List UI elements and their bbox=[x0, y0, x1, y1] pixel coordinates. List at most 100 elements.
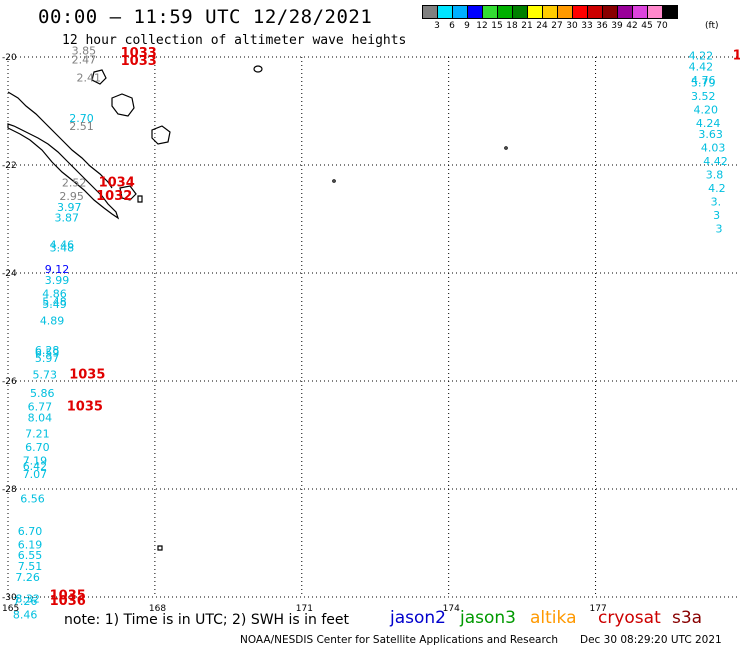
wave-height-value: 7.07 bbox=[23, 468, 48, 481]
colorbar-unit: (ft) bbox=[705, 21, 719, 31]
wave-height-value: 3.8 bbox=[706, 169, 724, 182]
colorbar-label: 42 bbox=[626, 21, 638, 31]
legend-s3a: s3a bbox=[672, 608, 703, 628]
longitude-label: 171 bbox=[296, 604, 313, 614]
wave-height-value: 4.24 bbox=[696, 117, 721, 130]
latitude-label: -24 bbox=[2, 269, 17, 279]
island-north bbox=[91, 69, 107, 85]
pressure-value: 1032 bbox=[96, 189, 132, 204]
legend-cryosat: cryosat bbox=[598, 608, 661, 628]
wave-height-value: 6.77 bbox=[28, 401, 52, 414]
pressure-value: 1036 bbox=[50, 594, 86, 609]
wave-height-value: 3.63 bbox=[698, 128, 723, 141]
map-subtitle: 12 hour collection of altimeter wave hei… bbox=[62, 33, 407, 48]
latitude-label: -30 bbox=[2, 593, 17, 603]
colorbar-label: 70 bbox=[656, 21, 668, 31]
wave-height-value: 8.32 bbox=[15, 592, 40, 605]
longitude-label: 177 bbox=[590, 604, 607, 614]
wave-height-value: 4.42 bbox=[703, 155, 728, 168]
wave-height-value: 6.59 bbox=[35, 347, 60, 360]
wave-height-value: 6.56 bbox=[20, 493, 45, 506]
wave-height-value: 5.97 bbox=[35, 352, 60, 365]
pressure-value: 1035 bbox=[50, 589, 86, 604]
colorbar-label: 12 bbox=[476, 21, 488, 31]
map-title: 00:00 – 11:59 UTC 12/28/2021 bbox=[38, 6, 373, 28]
islet-east bbox=[504, 146, 508, 150]
wave-height-value: 4.22 bbox=[689, 50, 714, 63]
wave-height-value: 5.79 bbox=[691, 77, 716, 90]
pressure-value: 1033 bbox=[121, 54, 157, 69]
generated-timestamp: Dec 30 08:29:20 UTC 2021 bbox=[580, 634, 722, 646]
wave-height-value: 4.86 bbox=[42, 287, 67, 300]
wave-height-value: 7.19 bbox=[23, 455, 48, 468]
colorbar-label: 36 bbox=[596, 21, 608, 31]
wave-height-value: 7.26 bbox=[13, 595, 38, 608]
wave-height-value: 9.12 bbox=[45, 263, 70, 276]
wave-height-value: 4.76 bbox=[691, 74, 716, 87]
wave-height-value: 3.52 bbox=[691, 90, 716, 103]
wave-height-value: 4.20 bbox=[693, 104, 718, 117]
wave-height-value: 3 bbox=[713, 209, 720, 222]
wave-height-colorbar bbox=[422, 5, 678, 19]
wave-height-value: 5.73 bbox=[32, 368, 57, 381]
wave-height-value: 6.28 bbox=[35, 344, 60, 357]
colorbar-label: 45 bbox=[641, 21, 653, 31]
wave-height-value: 8.46 bbox=[13, 609, 38, 622]
wave-height-value: 5.49 bbox=[42, 298, 67, 311]
legend-jason3: jason3 bbox=[460, 608, 516, 628]
pressure-value: 1035 bbox=[69, 367, 105, 382]
colorbar-label: 24 bbox=[536, 21, 548, 31]
legend-altika: altika bbox=[530, 608, 577, 628]
new-caledonia-north-coast bbox=[7, 91, 113, 189]
wave-height-value: 6.70 bbox=[25, 441, 50, 454]
wave-height-value: 2.95 bbox=[59, 190, 84, 203]
footnote: note: 1) Time is in UTC; 2) SWH is in fe… bbox=[64, 612, 350, 628]
legend-jason2: jason2 bbox=[390, 608, 446, 628]
pressure-value: 1 bbox=[733, 49, 740, 64]
wave-height-value: 2.41 bbox=[77, 71, 102, 84]
wave-height-value: 3.87 bbox=[55, 212, 79, 225]
isle-of-pines bbox=[119, 185, 137, 201]
pressure-value: 1035 bbox=[67, 400, 103, 415]
loyalty-island-2 bbox=[151, 125, 171, 145]
wave-height-value: 4.2 bbox=[708, 182, 726, 195]
wave-height-value: 7.51 bbox=[18, 560, 42, 573]
wave-height-value: 2.47 bbox=[72, 53, 97, 66]
colorbar-label: 15 bbox=[491, 21, 503, 31]
new-caledonia-coastline bbox=[7, 123, 120, 220]
wave-height-value: 5.86 bbox=[30, 387, 55, 400]
wave-height-value: 6.70 bbox=[18, 525, 42, 538]
wave-height-value: 3.48 bbox=[50, 241, 75, 254]
wave-height-value: 2.52 bbox=[62, 177, 86, 190]
wave-height-value: 3.85 bbox=[72, 44, 97, 57]
walpole-island bbox=[137, 195, 143, 203]
colorbar-swatch bbox=[662, 5, 678, 19]
colorbar-label: 18 bbox=[506, 21, 518, 31]
wave-height-value: 8.04 bbox=[28, 412, 52, 425]
latitude-label: -22 bbox=[2, 161, 17, 171]
wave-height-value: 4.42 bbox=[689, 61, 714, 74]
hunter-island bbox=[253, 65, 263, 73]
pressure-value: 1034 bbox=[99, 176, 135, 191]
wave-height-value: 6.42 bbox=[23, 460, 48, 473]
credit-line: NOAA/NESDIS Center for Satellite Applica… bbox=[240, 634, 558, 646]
wave-height-value: 2.51 bbox=[69, 120, 94, 133]
wave-height-value: 4.03 bbox=[701, 142, 726, 155]
wave-height-value: 6.55 bbox=[18, 549, 42, 562]
wave-height-value: 3 bbox=[716, 223, 723, 236]
islet-central bbox=[332, 179, 336, 183]
longitude-label: 168 bbox=[149, 604, 166, 614]
wave-height-value: 4.89 bbox=[40, 314, 65, 327]
colorbar-label: 33 bbox=[581, 21, 593, 31]
latitude-label: -20 bbox=[2, 53, 17, 63]
wave-height-value: 3. bbox=[711, 196, 722, 209]
colorbar-label: 6 bbox=[449, 21, 455, 31]
colorbar-label: 39 bbox=[611, 21, 623, 31]
wave-height-labels: 3.852.47 2.41 2.702.51 2.522.953.973.87 4.46… bbox=[13, 44, 728, 621]
wave-height-value: 7.26 bbox=[15, 571, 40, 584]
wave-height-value: 6.19 bbox=[18, 538, 42, 551]
colorbar-label: 21 bbox=[521, 21, 533, 31]
colorbar-label: 3 bbox=[434, 21, 440, 31]
